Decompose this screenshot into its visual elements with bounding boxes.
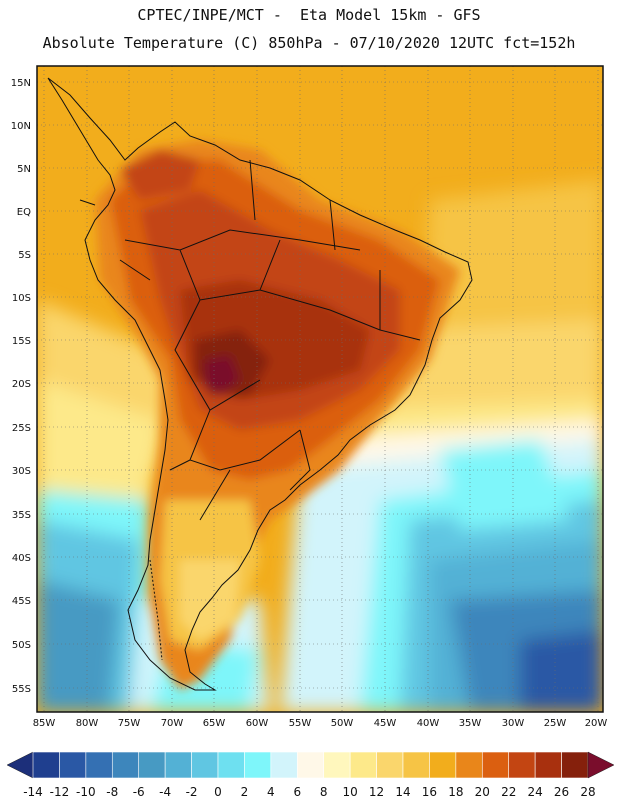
latitude-axis: 15N 10N 5N EQ 5S 10S 15S 20S 25S 30S 35S… — [11, 78, 31, 695]
lat-label: 45S — [12, 596, 31, 607]
colorbar-swatch — [455, 751, 483, 779]
colorbar-label: 22 — [501, 785, 516, 799]
colorbar-label: -12 — [50, 785, 70, 799]
lon-label: 40W — [417, 718, 440, 729]
colorbar-label: -4 — [159, 785, 171, 799]
lat-label: 40S — [12, 553, 31, 564]
colorbar-swatch — [481, 751, 510, 779]
colorbar-swatch — [138, 751, 166, 779]
colorbar-swatch — [296, 751, 325, 779]
colorbar-swatch — [508, 751, 536, 779]
colorbar-swatch — [429, 751, 457, 779]
colorbar-label: 24 — [528, 785, 543, 799]
colorbar-under-arrow — [6, 751, 34, 779]
lon-label: 60W — [246, 718, 269, 729]
map-frame — [36, 65, 604, 713]
colorbar-label: -2 — [186, 785, 198, 799]
lon-label: 85W — [33, 718, 56, 729]
colorbar-swatch — [244, 751, 272, 779]
lat-label: 10N — [11, 121, 31, 132]
lon-label: 35W — [459, 718, 482, 729]
map-subtitle: Absolute Temperature (C) 850hPa - 07/10/… — [42, 34, 576, 52]
lat-label: 50S — [12, 640, 31, 651]
colorbar-label: 4 — [267, 785, 275, 799]
lat-label: 35S — [12, 510, 31, 521]
lat-label: 25S — [12, 423, 31, 434]
lon-label: 55W — [289, 718, 312, 729]
colorbar-label: 0 — [214, 785, 222, 799]
colorbar-label: 10 — [343, 785, 358, 799]
lon-label: 20W — [585, 718, 608, 729]
lat-label: 20S — [12, 379, 31, 390]
colorbar-label: -10 — [76, 785, 96, 799]
colorbar-label: 8 — [320, 785, 328, 799]
colorbar-swatch — [32, 751, 60, 779]
lon-label: 80W — [76, 718, 99, 729]
lat-label: 15S — [12, 336, 31, 347]
colorbar-swatch — [59, 751, 87, 779]
colorbar-label: -14 — [23, 785, 43, 799]
lon-label: 70W — [161, 718, 184, 729]
colorbar: -14 -12 -10 -8 -6 -4 -2 0 2 4 6 8 10 12 14 16 18 20 22 24 26… — [6, 751, 615, 799]
colorbar-label: -8 — [106, 785, 118, 799]
colorbar-swatch — [270, 751, 298, 779]
lat-label: 55S — [12, 684, 31, 695]
colorbar-label: 26 — [554, 785, 569, 799]
lat-label: 30S — [12, 466, 31, 477]
colorbar-label: 28 — [580, 785, 595, 799]
longitude-axis: 85W 80W 75W 70W 65W 60W 55W 50W 45W 40W … — [33, 718, 608, 729]
colorbar-label: 20 — [475, 785, 490, 799]
lat-label: 10S — [12, 293, 31, 304]
map-title: CPTEC/INPE/MCT - Eta Model 15km - GFS — [137, 6, 481, 24]
colorbar-swatch — [534, 751, 562, 779]
colorbar-label: 14 — [395, 785, 410, 799]
colorbar-swatch — [402, 751, 430, 779]
colorbar-over-arrow — [587, 751, 615, 779]
colorbar-swatch — [323, 751, 351, 779]
lon-label: 65W — [203, 718, 226, 729]
lon-label: 75W — [118, 718, 141, 729]
colorbar-swatch — [85, 751, 113, 779]
temperature-field — [37, 66, 603, 712]
coastlines — [47, 77, 473, 691]
colorbar-swatch — [111, 751, 140, 779]
lat-label: 5S — [18, 250, 31, 261]
lat-label: 5N — [17, 164, 31, 175]
colorbar-swatch — [349, 751, 377, 779]
colorbar-label: 12 — [369, 785, 384, 799]
colorbar-label: 16 — [422, 785, 437, 799]
lon-label: 45W — [374, 718, 397, 729]
colorbar-label: 6 — [293, 785, 301, 799]
colorbar-label: 18 — [448, 785, 463, 799]
colorbar-swatch — [191, 751, 219, 779]
lon-label: 30W — [502, 718, 525, 729]
colorbar-swatch — [164, 751, 192, 779]
lon-label: 50W — [331, 718, 354, 729]
colorbar-label: 2 — [241, 785, 249, 799]
colorbar-swatch — [561, 751, 589, 779]
lat-label: EQ — [17, 207, 31, 218]
colorbar-swatch — [376, 751, 404, 779]
lon-label: 25W — [544, 718, 567, 729]
colorbar-swatch — [217, 751, 245, 779]
colorbar-label: -6 — [133, 785, 145, 799]
lat-label: 15N — [11, 78, 31, 89]
